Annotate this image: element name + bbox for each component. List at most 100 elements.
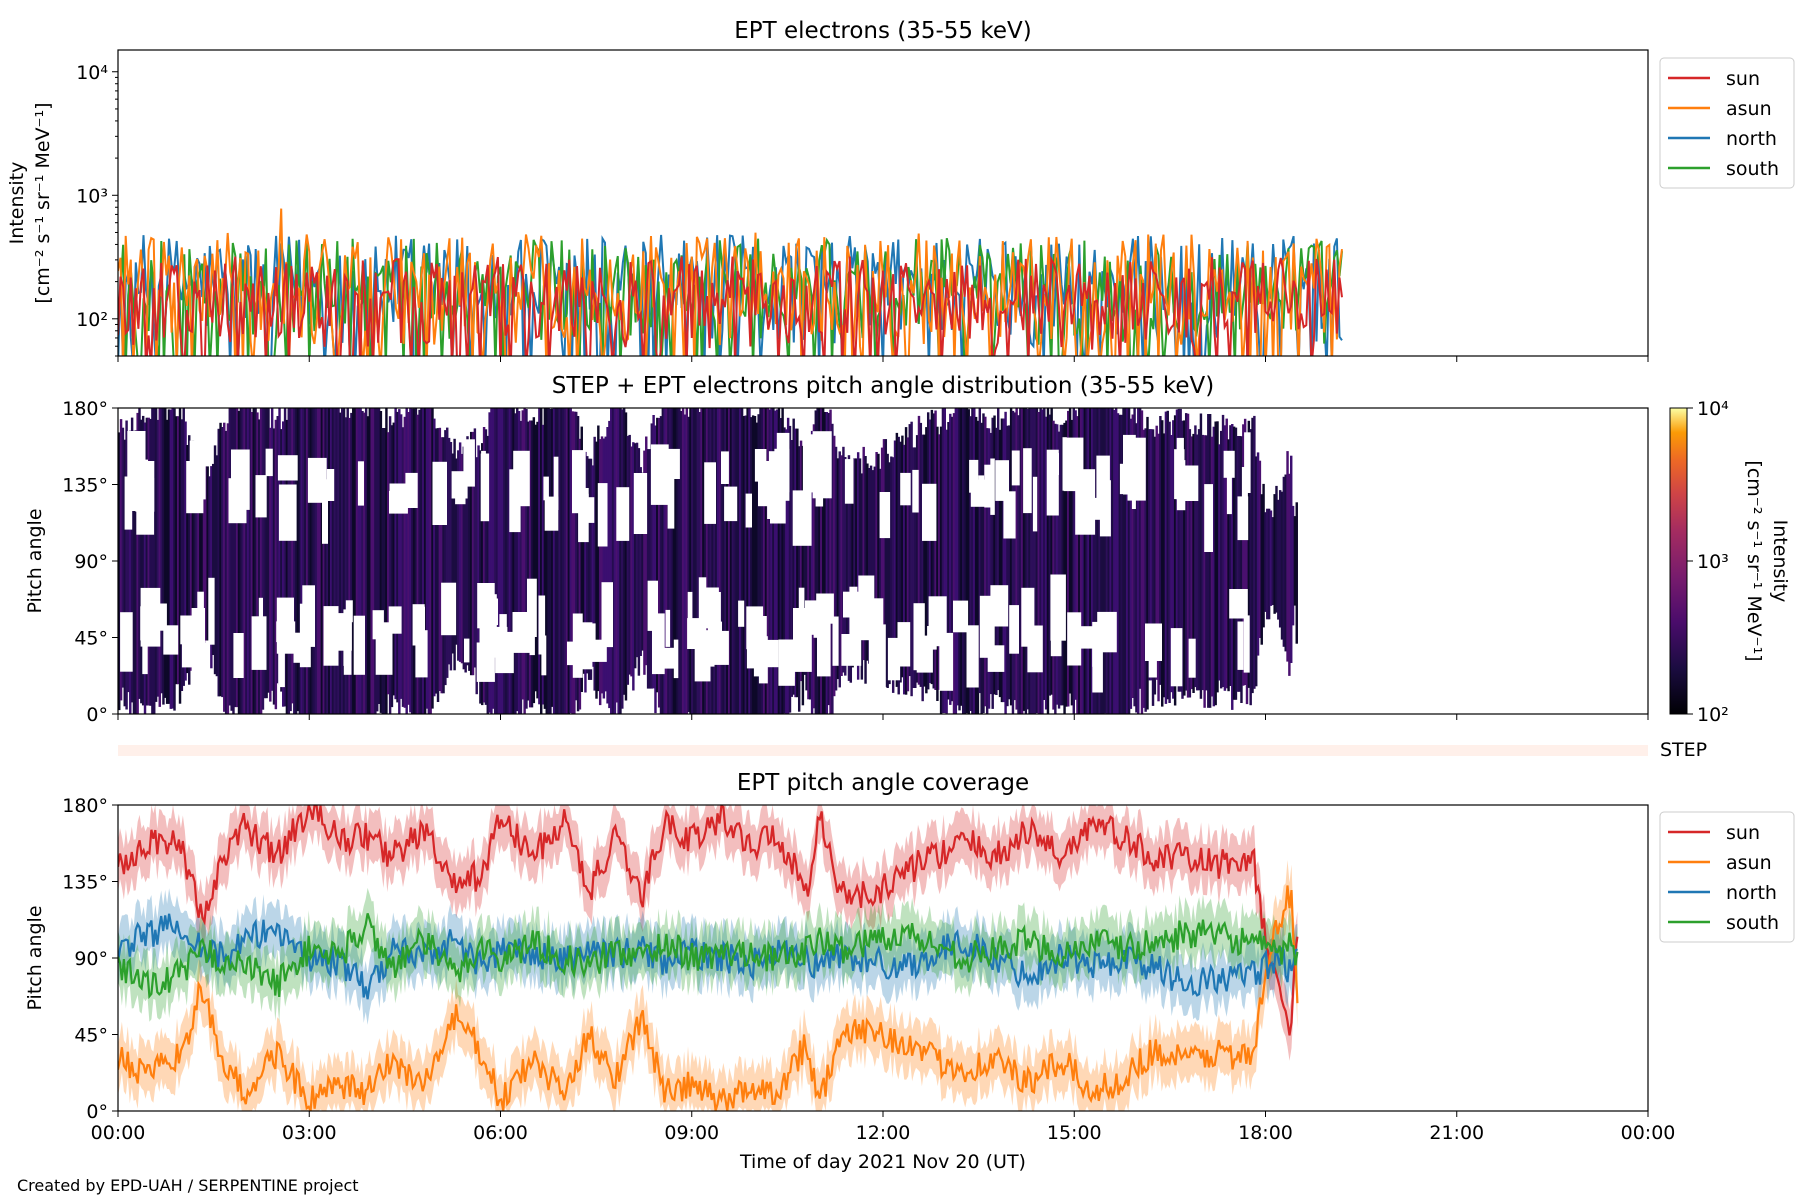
heatmap-cell	[1219, 430, 1223, 689]
heatmap-cell	[766, 408, 770, 714]
heatmap-cell	[479, 450, 482, 704]
heatmap-cell	[792, 418, 795, 695]
heatmap-cell	[1090, 408, 1094, 714]
heatmap-cell	[626, 435, 630, 685]
heatmap-cell	[340, 408, 344, 714]
heatmap-cell	[1076, 416, 1079, 714]
heatmap-cell	[1264, 512, 1267, 612]
heatmap-cell	[1183, 420, 1186, 696]
heatmap-cell	[156, 419, 160, 697]
heatmap-cell	[560, 408, 563, 714]
heatmap-gap	[990, 585, 1009, 627]
heatmap-cell	[392, 422, 396, 696]
heatmap-cell	[1059, 424, 1063, 706]
heatmap-cell	[328, 408, 331, 714]
heatmap-gap	[464, 638, 470, 663]
heatmap-cell	[1253, 415, 1256, 689]
heatmap-cell	[552, 408, 556, 714]
panel2-y-axis: 0° 45° 90° 135° 180°	[62, 398, 118, 726]
heatmap-cell	[1103, 408, 1107, 714]
heatmap-cell	[591, 465, 595, 667]
heatmap-gap	[572, 613, 583, 678]
heatmap-gap	[753, 641, 766, 677]
heatmap-cell	[481, 443, 484, 706]
heatmap-cell	[674, 408, 677, 714]
heatmap-cell	[1162, 433, 1166, 698]
heatmap-cell	[851, 462, 854, 668]
heatmap-cell	[1028, 408, 1031, 714]
heatmap-cell	[718, 408, 722, 714]
heatmap-cell	[228, 408, 232, 706]
heatmap-cell	[657, 418, 661, 708]
heatmap-cell	[834, 446, 838, 691]
heatmap-cell	[322, 408, 325, 714]
heatmap-gap	[939, 632, 954, 691]
y-tick-label: 90°	[74, 551, 108, 573]
heatmap-cell	[844, 457, 847, 676]
heatmap-gap	[912, 469, 919, 513]
heatmap-cell	[1245, 436, 1249, 705]
heatmap-cell	[621, 409, 624, 709]
heatmap-cell	[947, 422, 950, 700]
heatmap-gap	[665, 609, 671, 647]
panel1-y-axis: 10² 10³ 10⁴	[76, 62, 118, 357]
heatmap-cell	[269, 427, 272, 702]
heatmap-cell	[751, 415, 755, 714]
heatmap-gap	[843, 591, 860, 618]
heatmap-cell	[779, 418, 782, 714]
heatmap-cell	[820, 408, 823, 714]
heatmap-cell	[514, 413, 517, 714]
heatmap-cell	[604, 436, 607, 692]
heatmap-cell	[1004, 411, 1007, 714]
heatmap-cell	[160, 408, 163, 694]
heatmap-cell	[442, 437, 445, 694]
heatmap-cell	[928, 419, 932, 683]
legend-label-sun: sun	[1726, 68, 1760, 90]
heatmap-gap	[543, 476, 549, 501]
heatmap-cell	[668, 408, 672, 714]
heatmap-cell	[576, 416, 580, 712]
legend-label-north: north	[1726, 882, 1777, 904]
heatmap-cell	[136, 412, 139, 714]
heatmap-gap	[990, 458, 995, 515]
heatmap-cell	[915, 435, 919, 683]
heatmap-cell	[949, 413, 952, 705]
heatmap-cell	[300, 408, 303, 714]
heatmap-gap	[844, 459, 854, 504]
heatmap-cell	[641, 472, 644, 651]
series-band-asun	[118, 860, 1298, 1111]
series-line-south	[118, 237, 1343, 356]
heatmap-cell	[235, 408, 239, 708]
heatmap-cell	[1074, 410, 1077, 700]
heatmap-gap	[228, 478, 247, 524]
panel4-y-axis: 0° 45° 90° 135° 180°	[62, 795, 118, 1123]
colorbar-label-line1: Intensity	[1769, 520, 1791, 603]
heatmap-cell	[696, 408, 700, 714]
heatmap-cell	[206, 466, 209, 641]
heatmap-gap	[687, 618, 705, 649]
heatmap-cell	[945, 429, 948, 714]
heatmap-cell	[374, 408, 377, 714]
heatmap-cell	[1067, 410, 1070, 707]
heatmap-cell	[956, 408, 959, 706]
heatmap-cell	[399, 414, 403, 699]
x-tick-label: 09:00	[664, 1122, 719, 1144]
heatmap-cell	[486, 435, 489, 714]
heatmap-cell	[422, 408, 425, 714]
heatmap-cell	[991, 417, 994, 709]
heatmap-cell	[1129, 418, 1133, 709]
heatmap-cell	[357, 408, 360, 714]
heatmap-cell	[1262, 483, 1265, 628]
heatmap-cell	[1043, 408, 1046, 700]
heatmap-cell	[186, 445, 189, 674]
heatmap-cell	[1116, 413, 1120, 714]
heatmap-cell	[761, 408, 764, 714]
heatmap-cell	[1164, 411, 1168, 704]
heatmap-cell	[932, 413, 935, 689]
heatmap-cell	[1000, 418, 1004, 703]
heatmap-gap	[1078, 626, 1093, 649]
heatmap-cell	[311, 408, 314, 714]
heatmap-cell	[403, 416, 407, 708]
heatmap-cell	[827, 413, 830, 706]
